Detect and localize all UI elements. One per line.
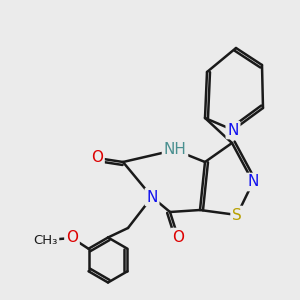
Text: N: N [227, 122, 239, 137]
Text: O: O [91, 151, 103, 166]
Text: N: N [247, 175, 259, 190]
Text: CH₃: CH₃ [33, 233, 58, 247]
Text: O: O [66, 230, 78, 245]
Text: S: S [232, 208, 242, 223]
Text: NH: NH [164, 142, 186, 158]
Text: O: O [172, 230, 184, 244]
Text: N: N [146, 190, 158, 205]
